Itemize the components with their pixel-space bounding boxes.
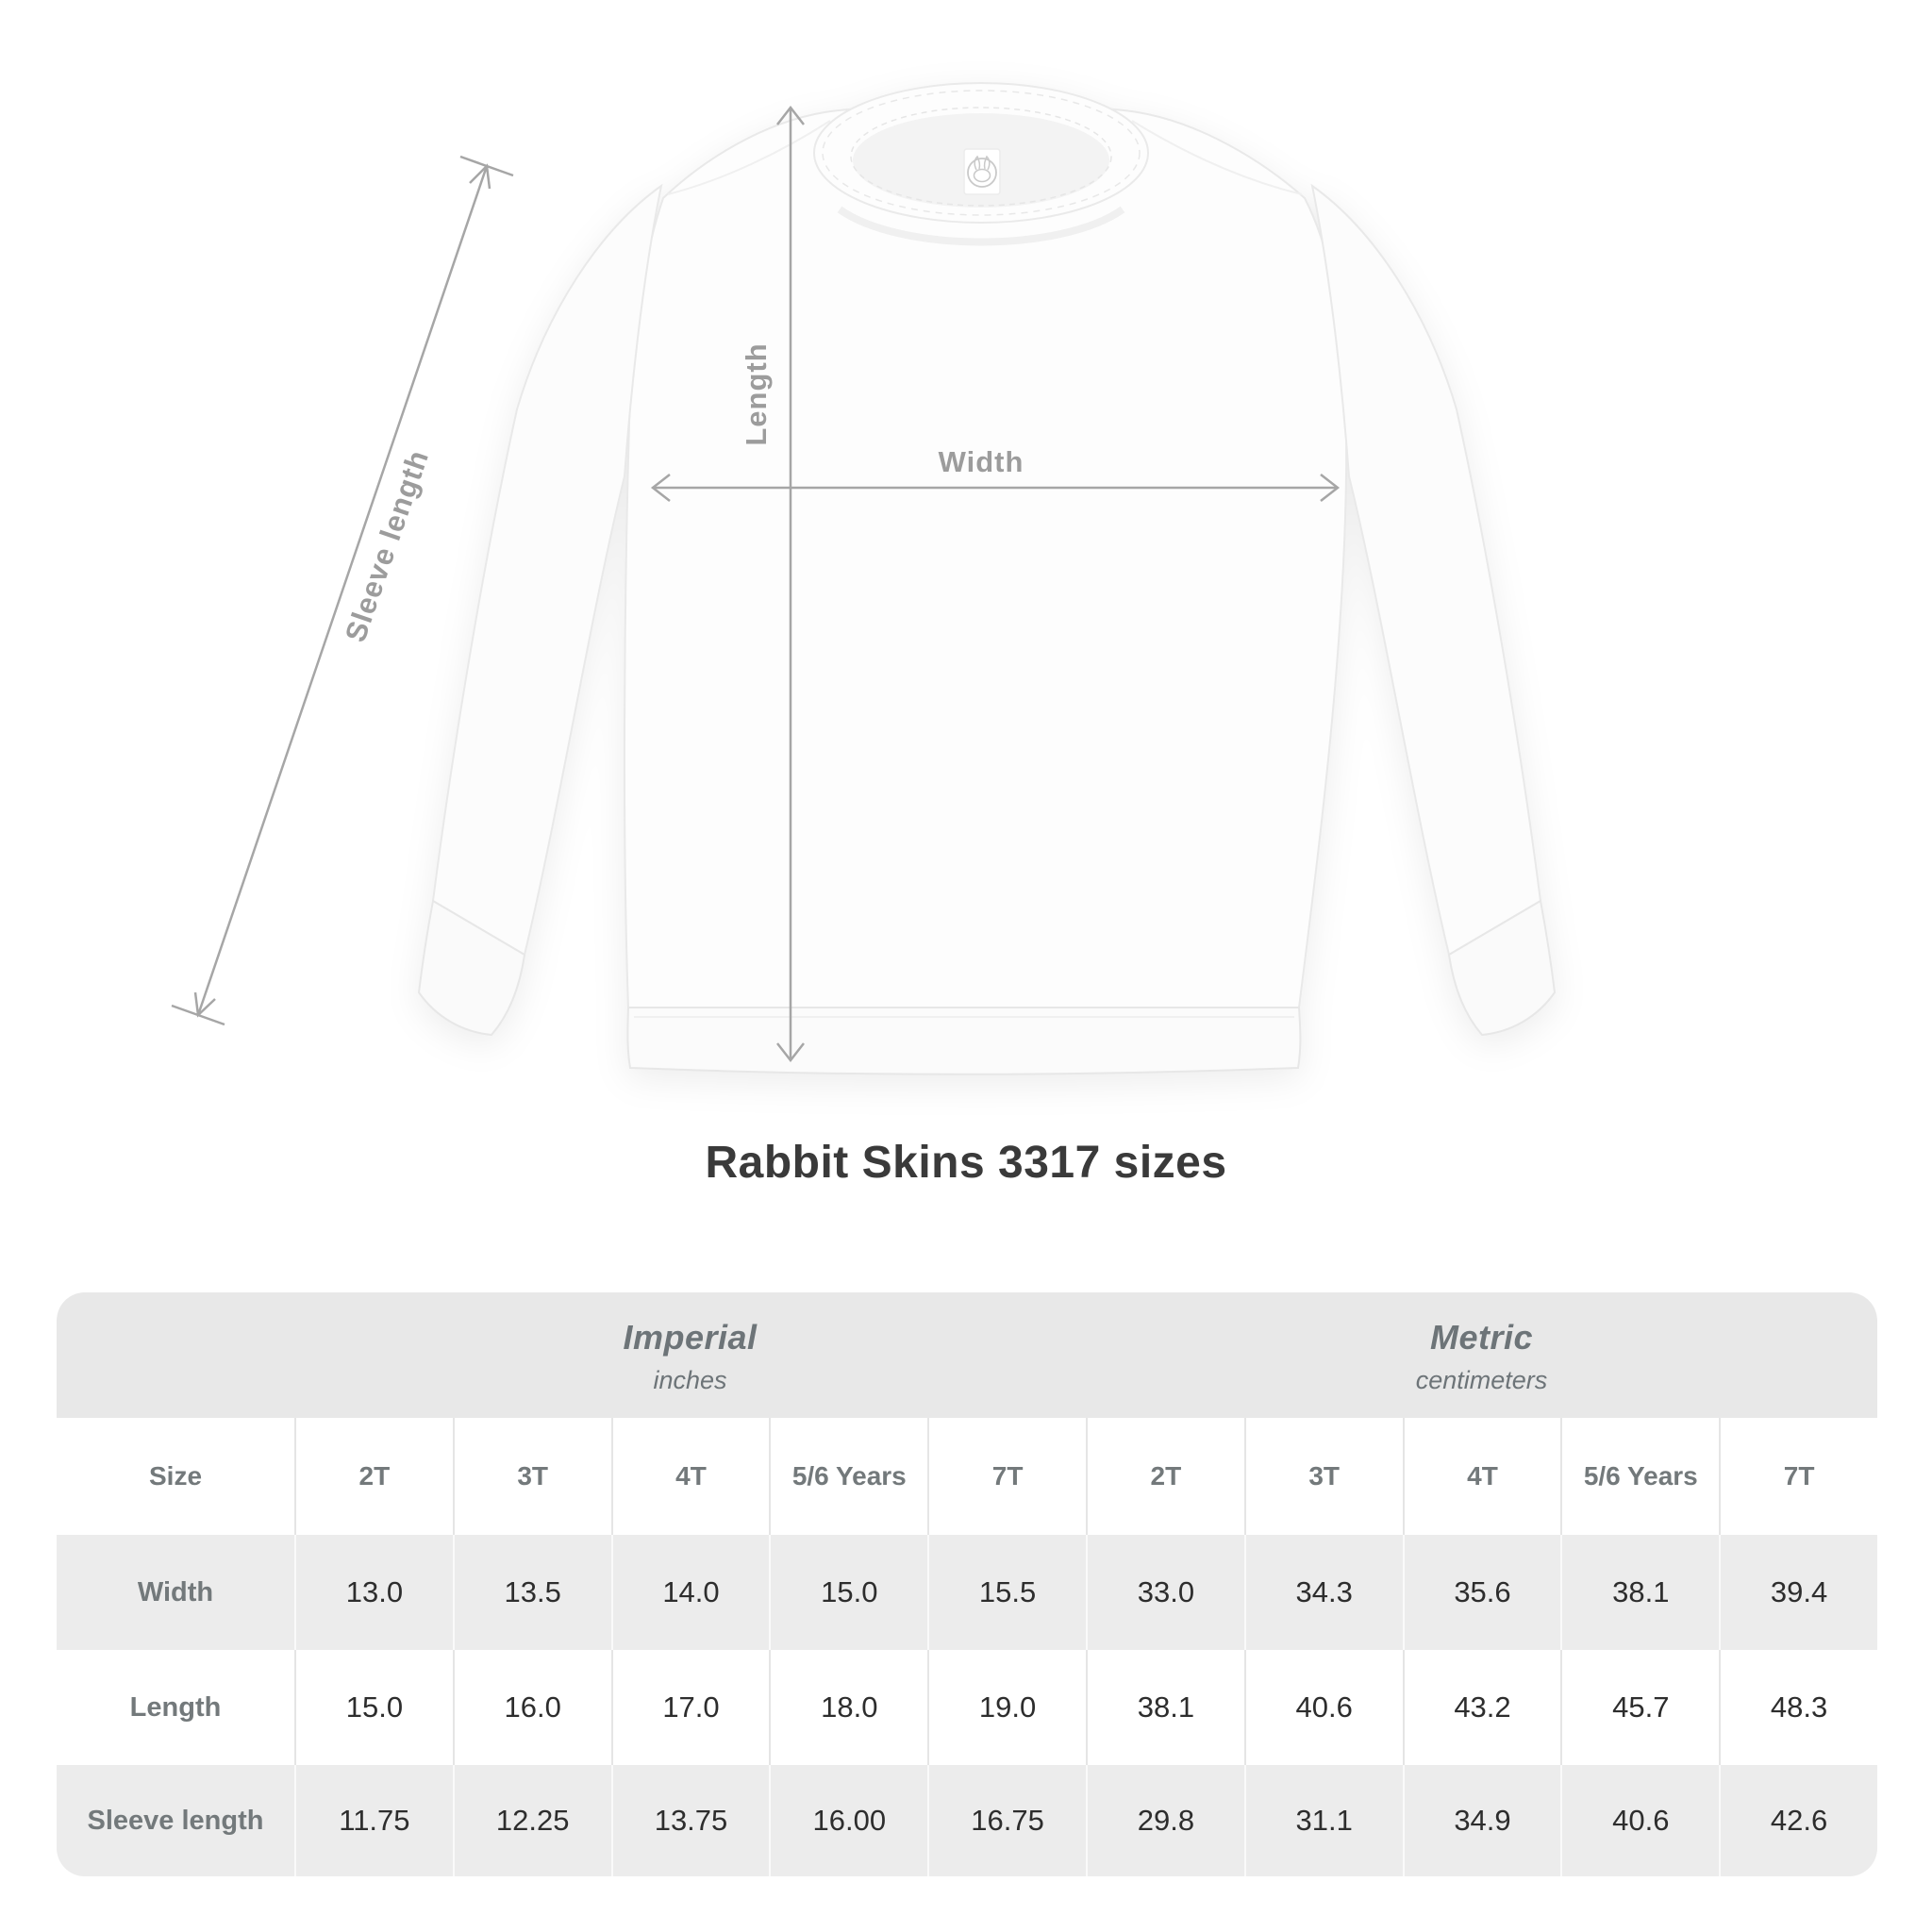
table-row-width: Width 13.0 13.5 14.0 15.0 15.5 33.0 34.3…	[57, 1535, 1877, 1650]
sweatshirt-illustration	[417, 82, 1557, 1075]
table-row-length: Length 15.0 16.0 17.0 18.0 19.0 38.1 40.…	[57, 1650, 1877, 1765]
width-metric-4t: 35.6	[1402, 1535, 1561, 1650]
metric-title: Metric	[1429, 1317, 1534, 1357]
sleeve-length-label: Sleeve length	[339, 445, 435, 646]
length-imperial-4t: 17.0	[610, 1650, 770, 1765]
sleeve-length-arrow	[171, 155, 514, 1026]
width-arrow	[650, 474, 1341, 502]
width-metric-7t: 39.4	[1719, 1535, 1877, 1650]
length-metric-3t: 40.6	[1243, 1650, 1403, 1765]
metric-unit: centimeters	[1415, 1365, 1548, 1394]
length-arrow	[776, 105, 805, 1063]
width-label: Width	[939, 445, 1024, 478]
imperial-title: Imperial	[623, 1317, 758, 1357]
sweatshirt-right-sleeve	[1310, 183, 1542, 957]
length-label: Length	[740, 342, 773, 445]
width-imperial-56y: 15.0	[769, 1535, 927, 1650]
collar-shadow	[837, 206, 1125, 246]
size-header-row: Size 2T 3T 4T 5/6 Years 7T 2T 3T 4T 5/6 …	[57, 1418, 1877, 1535]
table-row-sleeve-length: Sleeve length 11.75 12.25 13.75 16.00 16…	[57, 1765, 1877, 1876]
size-col-imperial-56y: 5/6 Years	[769, 1418, 927, 1535]
sleeve-imperial-56y: 16.00	[769, 1765, 927, 1876]
units-header-band: Imperial inches Metric centimeters	[57, 1292, 1877, 1418]
length-imperial-56y: 18.0	[769, 1650, 927, 1765]
sleeve-metric-4t: 34.9	[1402, 1765, 1561, 1876]
width-imperial-3t: 13.5	[452, 1535, 611, 1650]
size-col-metric-4t: 4T	[1402, 1418, 1561, 1535]
length-imperial-2t: 15.0	[294, 1650, 453, 1765]
length-imperial-7t: 19.0	[927, 1650, 1086, 1765]
band-spacer	[57, 1292, 294, 1418]
size-col-imperial-3t: 3T	[452, 1418, 611, 1535]
width-imperial-7t: 15.5	[927, 1535, 1086, 1650]
page-title: Rabbit Skins 3317 sizes	[705, 1138, 1227, 1188]
sweatshirt-left-cuff	[417, 899, 526, 1037]
width-metric-2t: 33.0	[1086, 1535, 1244, 1650]
width-imperial-4t: 14.0	[610, 1535, 770, 1650]
size-col-imperial-2t: 2T	[294, 1418, 453, 1535]
sleeve-imperial-3t: 12.25	[452, 1765, 611, 1876]
sleeve-metric-2t: 29.8	[1086, 1765, 1244, 1876]
sleeve-imperial-7t: 16.75	[927, 1765, 1086, 1876]
length-imperial-3t: 16.0	[452, 1650, 611, 1765]
metric-header: Metric centimeters	[1086, 1292, 1877, 1418]
size-col-imperial-4t: 4T	[610, 1418, 770, 1535]
sleeve-imperial-4t: 13.75	[610, 1765, 770, 1876]
rabbit-tag-icon	[963, 148, 1001, 195]
size-table: Imperial inches Metric centimeters Size …	[57, 1292, 1877, 1876]
row-label-width: Width	[137, 1576, 214, 1607]
size-col-metric-56y: 5/6 Years	[1560, 1418, 1719, 1535]
imperial-header: Imperial inches	[294, 1292, 1086, 1418]
collar-stitching-outer	[822, 90, 1141, 216]
right-shoulder-seam	[1131, 120, 1303, 195]
left-shoulder-seam	[667, 120, 831, 195]
length-metric-2t: 38.1	[1086, 1650, 1244, 1765]
row-label-length: Length	[129, 1691, 222, 1723]
sleeve-metric-3t: 31.1	[1243, 1765, 1403, 1876]
length-metric-7t: 48.3	[1719, 1650, 1877, 1765]
length-metric-4t: 43.2	[1402, 1650, 1561, 1765]
sleeve-imperial-2t: 11.75	[294, 1765, 453, 1876]
size-column-title: Size	[148, 1461, 203, 1491]
size-col-metric-3t: 3T	[1243, 1418, 1403, 1535]
sleeve-metric-7t: 42.6	[1719, 1765, 1877, 1876]
size-col-imperial-7t: 7T	[927, 1418, 1086, 1535]
width-metric-3t: 34.3	[1243, 1535, 1403, 1650]
imperial-unit: inches	[653, 1365, 727, 1394]
size-col-metric-2t: 2T	[1086, 1418, 1244, 1535]
length-metric-56y: 45.7	[1560, 1650, 1719, 1765]
sweatshirt-right-cuff	[1447, 899, 1557, 1037]
sweatshirt-diagram: Length Width Sleeve length	[171, 82, 1557, 1075]
size-col-metric-7t: 7T	[1719, 1418, 1877, 1535]
sleeve-metric-56y: 40.6	[1560, 1765, 1719, 1876]
width-metric-56y: 38.1	[1560, 1535, 1719, 1650]
collar-stitching-inner	[850, 107, 1112, 207]
width-imperial-2t: 13.0	[294, 1535, 453, 1650]
sweatshirt-hem	[626, 1007, 1302, 1075]
row-label-sleeve-length: Sleeve length	[87, 1805, 264, 1836]
